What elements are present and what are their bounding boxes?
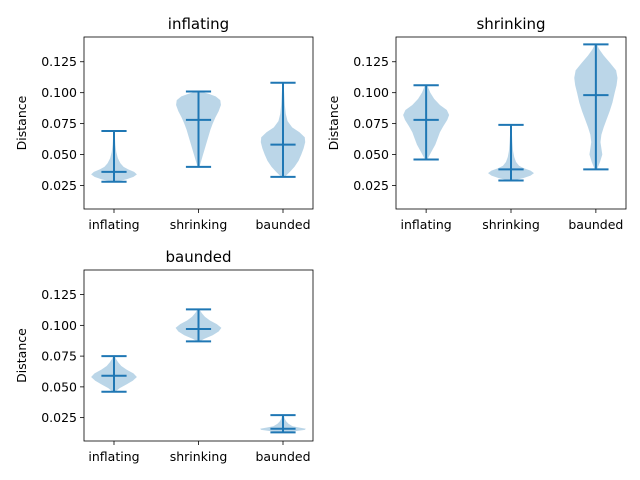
x-tick-label: shrinking xyxy=(170,449,228,464)
y-tick-label: 0.075 xyxy=(41,116,77,131)
x-tick-label: baunded xyxy=(256,217,311,232)
x-tick-label: inflating xyxy=(88,449,139,464)
y-tick-label: 0.025 xyxy=(41,178,77,193)
y-axis-label: Distance xyxy=(14,95,29,150)
subplot-2: 0.025 0.050 0.075 0.100 0.125 inflating shrink… xyxy=(14,248,314,464)
y-axis-label: Distance xyxy=(326,95,341,150)
y-tick-label: 0.050 xyxy=(41,147,77,162)
x-tick-label: shrinking xyxy=(170,217,228,232)
y-tick-label: 0.125 xyxy=(41,287,77,302)
chart-title: inflating xyxy=(168,15,229,33)
subplot-1: 0.025 0.050 0.075 0.100 0.125 inflating shrink… xyxy=(326,15,627,232)
y-tick-label: 0.025 xyxy=(41,410,77,425)
y-tick-label: 0.100 xyxy=(353,85,389,100)
x-tick-label: shrinking xyxy=(482,217,540,232)
chart-title: shrinking xyxy=(476,15,545,33)
y-axis-label: Distance xyxy=(14,328,29,383)
y-tick-label: 0.050 xyxy=(353,147,389,162)
x-tick-label: baunded xyxy=(568,217,623,232)
x-tick-label: inflating xyxy=(88,217,139,232)
chart-title: baunded xyxy=(166,248,232,266)
y-tick-label: 0.100 xyxy=(41,85,77,100)
subplot-0: 0.025 0.050 0.075 0.100 0.125 inflating shrink… xyxy=(14,15,314,232)
y-tick-label: 0.025 xyxy=(353,178,389,193)
x-tick-label: baunded xyxy=(256,449,311,464)
y-tick-label: 0.050 xyxy=(41,379,77,394)
y-tick-label: 0.125 xyxy=(41,54,77,69)
x-tick-label: inflating xyxy=(401,217,452,232)
y-tick-label: 0.125 xyxy=(353,54,389,69)
y-tick-label: 0.075 xyxy=(41,349,77,364)
y-tick-label: 0.100 xyxy=(41,318,77,333)
y-tick-label: 0.075 xyxy=(353,116,389,131)
